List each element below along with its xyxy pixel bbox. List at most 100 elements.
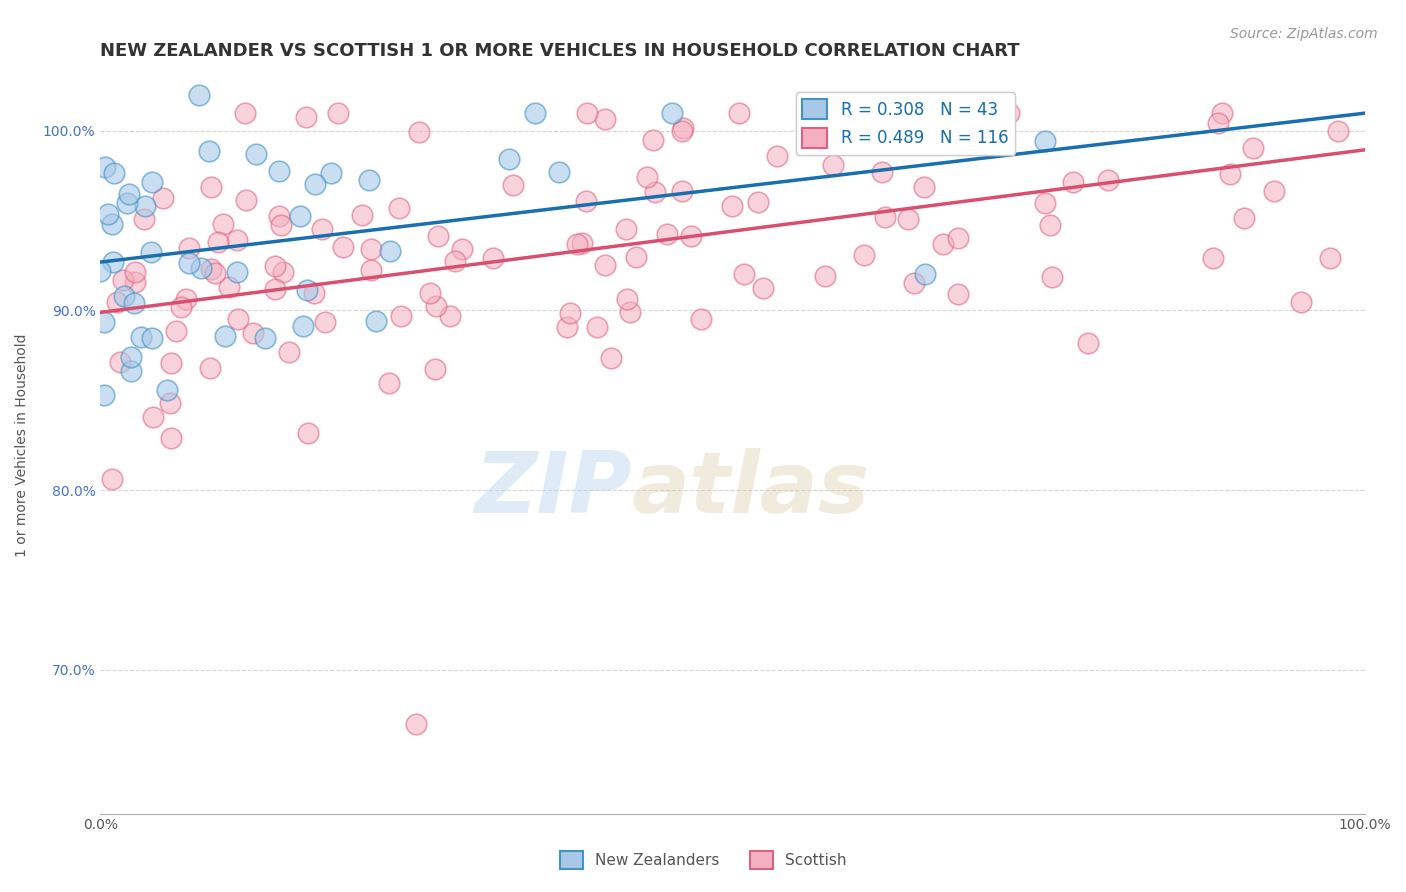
Point (897, 211, 920, 226)
Point (1040, 270, 1063, 285)
Point (405, 716, 427, 731)
Point (425, 299, 447, 313)
Point (311, 221, 333, 235)
Point (139, 245, 162, 260)
Point (1206, 116, 1229, 130)
Point (914, 267, 936, 281)
Point (641, 133, 664, 147)
Point (619, 304, 641, 318)
Point (1241, 141, 1264, 155)
Point (187, 87, 209, 102)
Point (267, 209, 290, 223)
Point (821, 157, 844, 171)
Point (304, 177, 326, 191)
Point (671, 184, 693, 198)
Point (129, 330, 152, 344)
Point (314, 315, 336, 329)
Point (132, 212, 155, 227)
Point (245, 147, 267, 161)
Point (111, 273, 134, 287)
Point (558, 306, 581, 320)
Point (93, 315, 115, 329)
Point (118, 187, 141, 202)
Point (159, 395, 181, 409)
Point (644, 185, 666, 199)
Point (124, 265, 146, 279)
Point (120, 350, 142, 364)
Point (689, 311, 711, 326)
Point (872, 165, 894, 179)
Legend: R = 0.308   N = 43, R = 0.489   N = 116: R = 0.308 N = 43, R = 0.489 N = 116 (796, 92, 1015, 154)
Point (253, 331, 276, 345)
Point (360, 242, 382, 256)
Point (747, 195, 769, 210)
Point (751, 281, 773, 295)
Point (225, 233, 247, 247)
Point (207, 235, 229, 249)
Point (427, 229, 450, 244)
Point (671, 124, 693, 138)
Point (264, 259, 287, 273)
Point (1211, 105, 1233, 120)
Point (593, 258, 616, 272)
Point (159, 356, 181, 370)
Point (141, 175, 163, 189)
Point (932, 237, 955, 252)
Point (444, 254, 467, 268)
Text: NEW ZEALANDER VS SCOTTISH 1 OR MORE VEHICLES IN HOUSEHOLD CORRELATION CHART: NEW ZEALANDER VS SCOTTISH 1 OR MORE VEHI… (100, 42, 1019, 60)
Point (198, 144, 221, 158)
Point (101, 217, 124, 231)
Point (89, 263, 111, 277)
Point (548, 165, 571, 179)
Point (302, 286, 325, 301)
Point (332, 240, 354, 254)
Point (200, 180, 222, 194)
Point (482, 252, 505, 266)
Point (190, 261, 212, 276)
Point (297, 425, 319, 440)
Point (814, 269, 837, 284)
Point (1263, 185, 1285, 199)
Point (626, 250, 648, 264)
Point (963, 128, 986, 143)
Point (242, 326, 264, 340)
Point (198, 360, 221, 375)
Point (1202, 252, 1225, 266)
Point (419, 286, 441, 301)
Point (575, 194, 598, 208)
Point (165, 324, 187, 338)
Point (946, 287, 969, 301)
Point (903, 276, 925, 290)
Point (152, 191, 174, 205)
Point (218, 280, 240, 294)
Point (903, 105, 925, 120)
Point (204, 266, 226, 280)
Point (115, 195, 138, 210)
Point (672, 121, 695, 136)
Point (108, 355, 131, 369)
Point (350, 209, 373, 223)
Text: ZIP: ZIP (474, 448, 631, 531)
Point (235, 105, 257, 120)
Point (134, 199, 156, 213)
Text: atlas: atlas (631, 448, 869, 531)
Point (1233, 211, 1256, 226)
Point (555, 319, 578, 334)
Point (502, 178, 524, 193)
Point (575, 105, 598, 120)
Point (176, 292, 198, 306)
Point (360, 263, 382, 277)
Point (423, 362, 446, 376)
Point (267, 164, 290, 178)
Point (600, 351, 623, 365)
Point (160, 431, 183, 445)
Point (1097, 172, 1119, 186)
Point (451, 242, 474, 256)
Point (1062, 175, 1084, 189)
Point (225, 265, 247, 279)
Point (1289, 294, 1312, 309)
Y-axis label: 1 or more Vehicles in Household: 1 or more Vehicles in Household (15, 334, 30, 557)
Point (294, 110, 316, 124)
Point (912, 180, 935, 194)
Point (278, 344, 301, 359)
